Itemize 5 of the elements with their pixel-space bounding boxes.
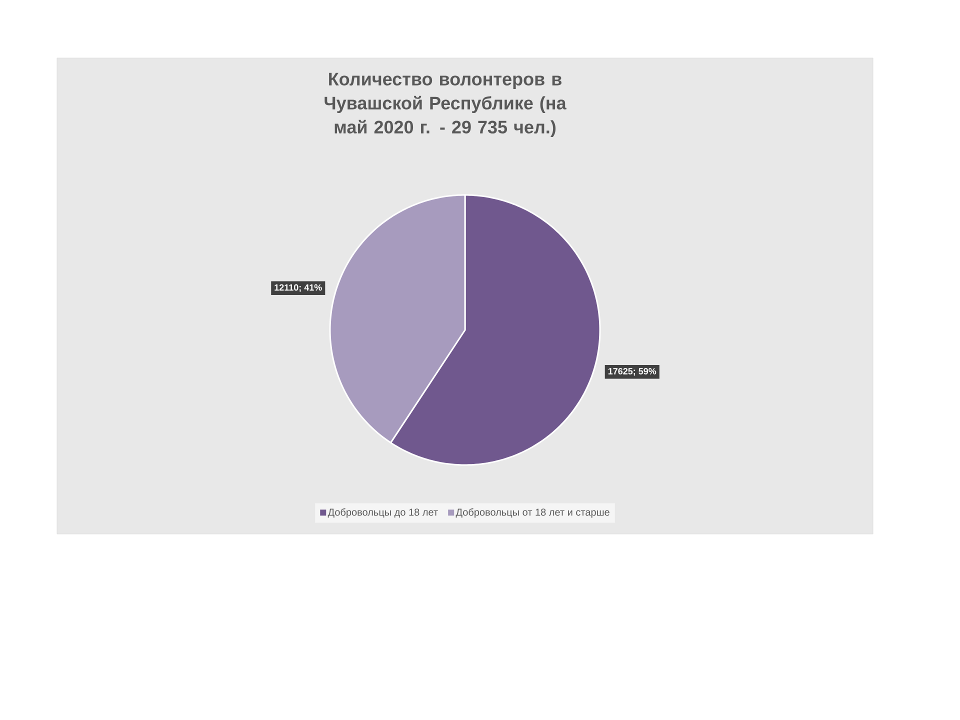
data-label: 17625; 59%: [608, 368, 656, 376]
data-label: 12110; 41%: [274, 284, 322, 292]
legend-label: Добровольцы от 18 лет и старше: [456, 508, 610, 518]
chart-title: Количество волонтеров в Чувашской Республике (на май 2020 г. - 29 735 чел.): [324, 72, 566, 138]
legend-label: Добровольцы до 18 лет: [328, 508, 438, 518]
